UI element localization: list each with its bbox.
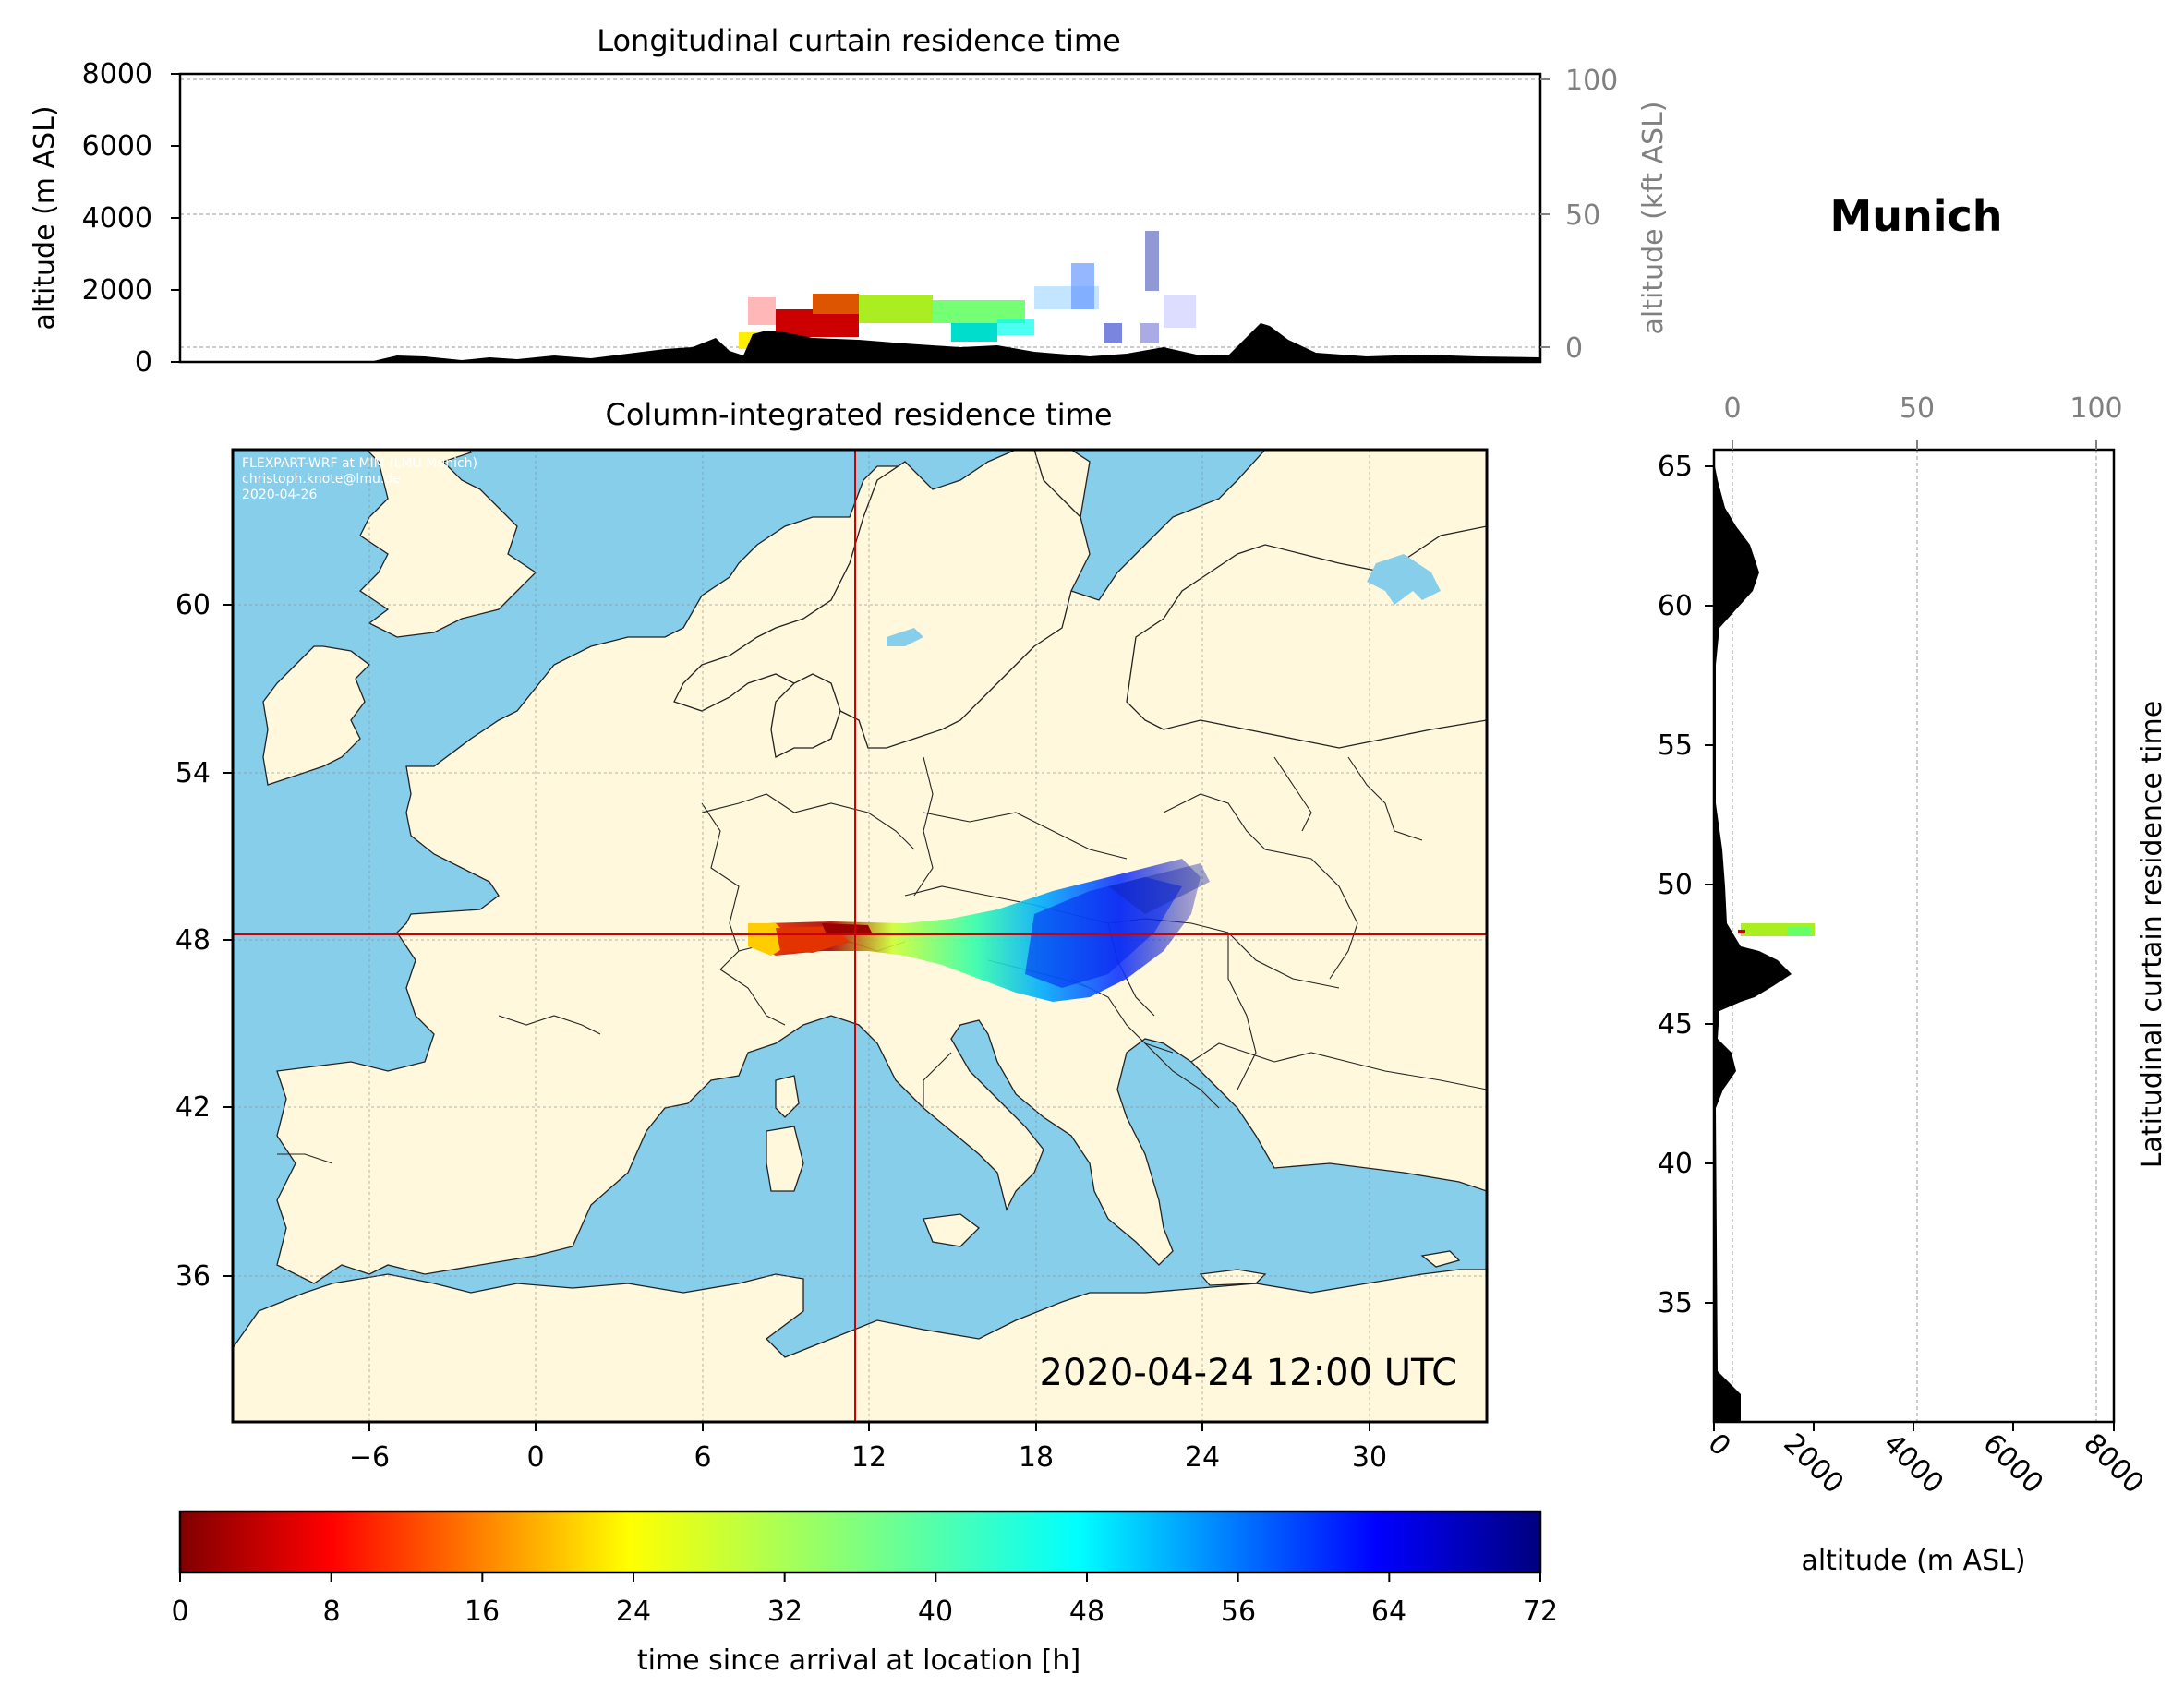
lat-ytick-35: 35 [1658,1287,1693,1319]
lat-ytick-40: 40 [1658,1148,1693,1180]
location-title: Munich [1829,191,2002,241]
lat-xlabel: altitude (m ASL) [1801,1545,2025,1577]
cbar-tick-56: 56 [1221,1596,1256,1628]
map-xtick-0: 0 [526,1441,544,1474]
map-ytick-48: 48 [175,924,211,957]
long-ytick-right-0: 0 [1565,332,1583,365]
cbar-tick-40: 40 [918,1596,953,1628]
cbar-tick-64: 64 [1371,1596,1406,1628]
map-panel-title: Column-integrated residence time [605,397,1112,432]
lat-ytick-60: 60 [1658,590,1693,622]
latitudinal-terrain [1714,450,1792,1422]
lat-ytick-55: 55 [1658,729,1693,762]
longitudinal-curtain-residence [739,231,1196,349]
lat-ytick-50: 50 [1658,869,1693,901]
credit-line-1: FLEXPART-WRF at MIM (LMU Munich) [242,456,477,471]
lat-xtick-top-0: 0 [1723,392,1741,425]
lat-xtick-top-50: 50 [1900,392,1935,425]
timestamp: 2020-04-24 12:00 UTC [1040,1352,1457,1394]
latitudinal-curtain-tail [1787,927,1811,936]
longitudinal-panel-title: Longitudinal curtain residence time [597,23,1121,58]
lat-xtick-2000: 2000 [1777,1427,1850,1500]
map-xtick-18: 18 [1019,1441,1054,1474]
longitudinal-terrain [180,323,1540,362]
map-ytick-60: 60 [175,589,211,621]
colorbar-gradient [178,1510,1542,1574]
map-panel: Column-integrated residence time [175,397,1489,1474]
column-residence-plume [748,859,1210,1002]
longitudinal-curtain-panel: Longitudinal curtain residence time [29,23,1670,379]
long-ylabel: altitude (m ASL) [29,105,61,330]
lat-xtick-top-100: 100 [2069,392,2122,425]
map-ytick-54: 54 [175,757,211,789]
lat-ytick-45: 45 [1658,1008,1693,1041]
cbar-tick-0: 0 [171,1596,188,1628]
credit-line-2: christoph.knote@lmu.de [242,472,401,487]
long-ytick-0: 0 [135,346,152,379]
long-ytick-right-50: 50 [1565,199,1600,232]
map-xtick-12: 12 [851,1441,887,1474]
cbar-tick-16: 16 [465,1596,500,1628]
credit-line-3: 2020-04-26 [242,488,317,502]
long-ytick-4000: 4000 [82,202,152,235]
map-xtick-30: 30 [1352,1441,1387,1474]
map-xtick-24: 24 [1185,1441,1220,1474]
map-xtick-6: 6 [694,1441,711,1474]
long-ylabel-right: altitude (kft ASL) [1637,101,1670,334]
cbar-tick-72: 72 [1523,1596,1558,1628]
latitudinal-curtain-core [1738,930,1745,933]
lat-xtick-4000: 4000 [1876,1427,1949,1500]
lat-xtick-6000: 6000 [1976,1427,2049,1500]
long-ytick-2000: 2000 [82,274,152,307]
map-borders [277,756,1487,1164]
map-xtick-m6: −6 [349,1441,390,1474]
long-ytick-8000: 8000 [82,58,152,90]
latitudinal-curtain-panel: 35 40 45 50 55 60 65 0 50 100 0 2000 400… [1658,392,2168,1577]
map-ytick-36: 36 [175,1260,211,1293]
cbar-tick-24: 24 [616,1596,651,1628]
lat-ytick-65: 65 [1658,451,1693,483]
lat-xtick-0: 0 [1701,1427,1736,1463]
lat-ylabel-right: Latitudinal curtain residence time [2136,701,2168,1168]
colorbar-label: time since arrival at location [h] [637,1644,1080,1677]
colorbar: 0 8 16 24 32 40 48 56 64 72 time since a… [171,1510,1558,1677]
long-ytick-right-100: 100 [1565,65,1618,97]
lat-xtick-8000: 8000 [2077,1427,2150,1500]
cbar-tick-32: 32 [767,1596,802,1628]
cbar-tick-48: 48 [1069,1596,1104,1628]
cbar-tick-8: 8 [322,1596,340,1628]
map-ytick-42: 42 [175,1091,211,1124]
long-ytick-6000: 6000 [82,130,152,163]
